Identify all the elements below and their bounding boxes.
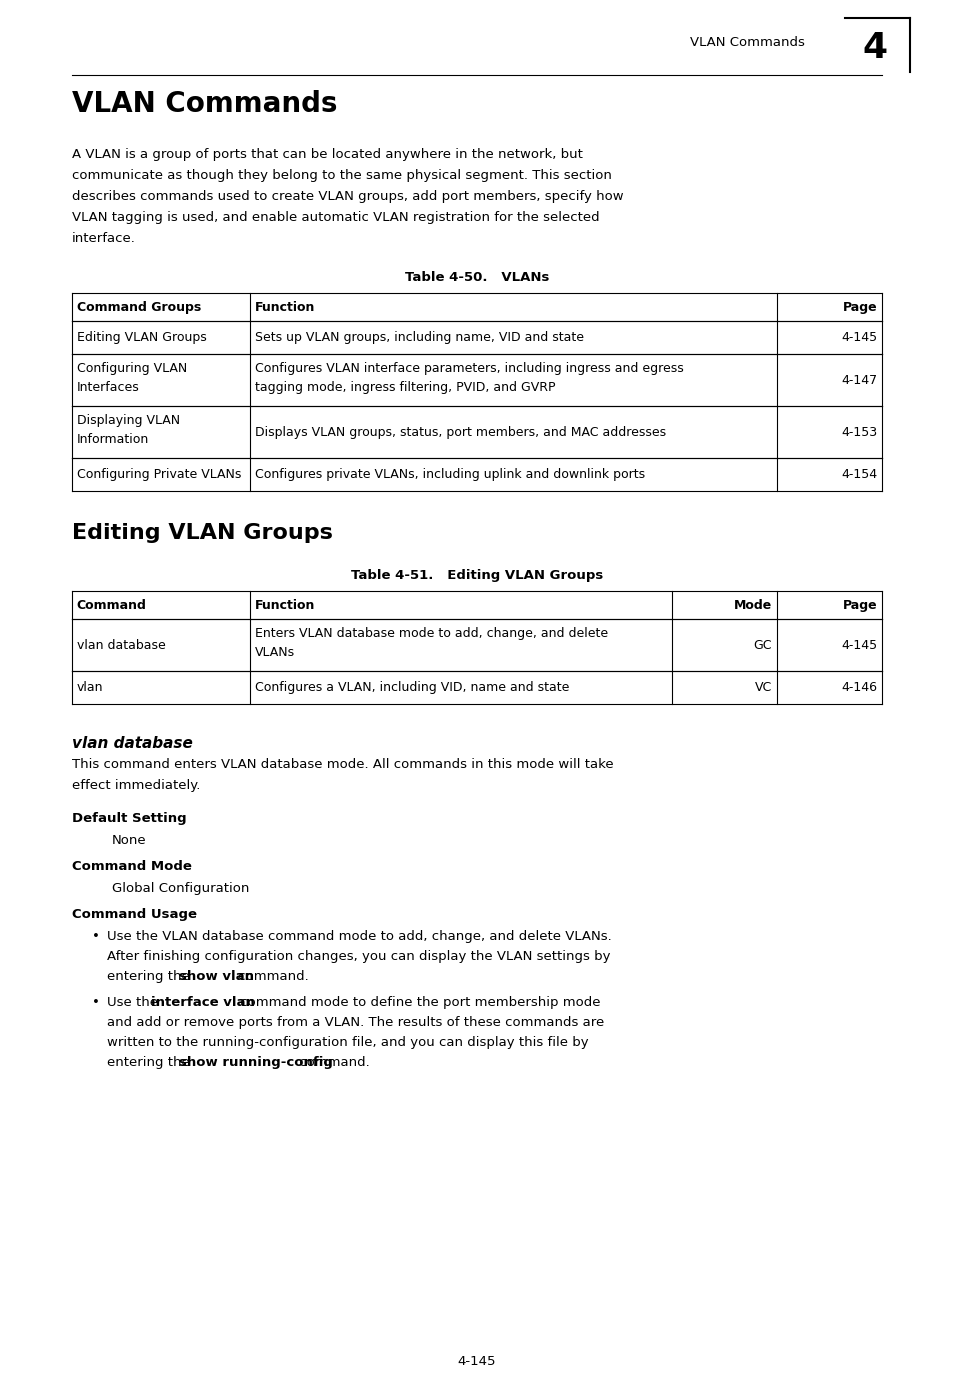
Text: VLANs: VLANs bbox=[254, 645, 294, 659]
Text: 4-145: 4-145 bbox=[841, 638, 877, 651]
Text: Configures a VLAN, including VID, name and state: Configures a VLAN, including VID, name a… bbox=[254, 682, 569, 694]
Text: A VLAN is a group of ports that can be located anywhere in the network, but: A VLAN is a group of ports that can be l… bbox=[71, 149, 582, 161]
Text: show running-config: show running-config bbox=[178, 1056, 333, 1069]
Text: Enters VLAN database mode to add, change, and delete: Enters VLAN database mode to add, change… bbox=[254, 627, 607, 640]
Text: 4-145: 4-145 bbox=[457, 1355, 496, 1369]
Text: VLAN Commands: VLAN Commands bbox=[689, 36, 804, 49]
Text: Command Mode: Command Mode bbox=[71, 861, 192, 873]
Text: command.: command. bbox=[233, 970, 308, 983]
Text: 4-154: 4-154 bbox=[841, 468, 877, 482]
Text: Interfaces: Interfaces bbox=[76, 380, 139, 394]
Text: Use the: Use the bbox=[107, 997, 162, 1009]
Text: Configures VLAN interface parameters, including ingress and egress: Configures VLAN interface parameters, in… bbox=[254, 362, 683, 375]
Text: written to the running-configuration file, and you can display this file by: written to the running-configuration fil… bbox=[107, 1035, 588, 1049]
Text: Mode: Mode bbox=[733, 598, 771, 612]
Text: VC: VC bbox=[754, 682, 771, 694]
Text: communicate as though they belong to the same physical segment. This section: communicate as though they belong to the… bbox=[71, 169, 611, 182]
Text: Configures private VLANs, including uplink and downlink ports: Configures private VLANs, including upli… bbox=[254, 468, 644, 482]
Text: VLAN tagging is used, and enable automatic VLAN registration for the selected: VLAN tagging is used, and enable automat… bbox=[71, 211, 598, 223]
Text: 4-147: 4-147 bbox=[841, 373, 877, 386]
Text: Table 4-50.   VLANs: Table 4-50. VLANs bbox=[404, 271, 549, 285]
Text: tagging mode, ingress filtering, PVID, and GVRP: tagging mode, ingress filtering, PVID, a… bbox=[254, 380, 555, 394]
Text: Global Configuration: Global Configuration bbox=[112, 881, 249, 895]
Text: None: None bbox=[112, 834, 146, 847]
Text: Configuring VLAN: Configuring VLAN bbox=[76, 362, 187, 375]
Text: Default Setting: Default Setting bbox=[71, 812, 186, 824]
Text: Function: Function bbox=[254, 598, 315, 612]
Text: Displays VLAN groups, status, port members, and MAC addresses: Displays VLAN groups, status, port membe… bbox=[254, 426, 665, 439]
Text: After finishing configuration changes, you can display the VLAN settings by: After finishing configuration changes, y… bbox=[107, 949, 609, 963]
Text: This command enters VLAN database mode. All commands in this mode will take: This command enters VLAN database mode. … bbox=[71, 758, 613, 770]
Bar bbox=[71, 293, 882, 321]
Text: Command Usage: Command Usage bbox=[71, 908, 196, 922]
Text: entering the: entering the bbox=[107, 1056, 193, 1069]
Text: and add or remove ports from a VLAN. The results of these commands are: and add or remove ports from a VLAN. The… bbox=[107, 1016, 603, 1029]
Text: vlan database: vlan database bbox=[76, 638, 165, 651]
Text: show vlan: show vlan bbox=[178, 970, 253, 983]
Text: 4-145: 4-145 bbox=[841, 330, 877, 344]
Text: Table 4-51.   Editing VLAN Groups: Table 4-51. Editing VLAN Groups bbox=[351, 569, 602, 582]
Text: Page: Page bbox=[841, 300, 877, 314]
Text: VLAN Commands: VLAN Commands bbox=[71, 90, 336, 118]
Text: •: • bbox=[91, 997, 99, 1009]
Text: 4-153: 4-153 bbox=[841, 426, 877, 439]
Text: Use the VLAN database command mode to add, change, and delete VLANs.: Use the VLAN database command mode to ad… bbox=[107, 930, 611, 942]
Text: Command: Command bbox=[76, 598, 146, 612]
Text: command.: command. bbox=[294, 1056, 369, 1069]
Text: Information: Information bbox=[76, 433, 149, 446]
Text: vlan database: vlan database bbox=[71, 736, 193, 751]
Bar bbox=[71, 591, 882, 619]
Text: •: • bbox=[91, 930, 99, 942]
Text: command mode to define the port membership mode: command mode to define the port membersh… bbox=[236, 997, 600, 1009]
Text: Displaying VLAN: Displaying VLAN bbox=[76, 414, 179, 428]
Text: describes commands used to create VLAN groups, add port members, specify how: describes commands used to create VLAN g… bbox=[71, 190, 622, 203]
Text: GC: GC bbox=[753, 638, 771, 651]
Text: Editing VLAN Groups: Editing VLAN Groups bbox=[71, 523, 332, 543]
Text: Configuring Private VLANs: Configuring Private VLANs bbox=[76, 468, 241, 482]
Text: Command Groups: Command Groups bbox=[76, 300, 200, 314]
Text: vlan: vlan bbox=[76, 682, 103, 694]
Text: Sets up VLAN groups, including name, VID and state: Sets up VLAN groups, including name, VID… bbox=[254, 330, 583, 344]
Text: 4: 4 bbox=[862, 31, 886, 65]
Text: Page: Page bbox=[841, 598, 877, 612]
Text: effect immediately.: effect immediately. bbox=[71, 779, 200, 793]
Text: Function: Function bbox=[254, 300, 315, 314]
Text: interface vlan: interface vlan bbox=[151, 997, 254, 1009]
Text: interface.: interface. bbox=[71, 232, 135, 246]
Text: 4-146: 4-146 bbox=[841, 682, 877, 694]
Text: entering the: entering the bbox=[107, 970, 193, 983]
Text: Editing VLAN Groups: Editing VLAN Groups bbox=[76, 330, 206, 344]
